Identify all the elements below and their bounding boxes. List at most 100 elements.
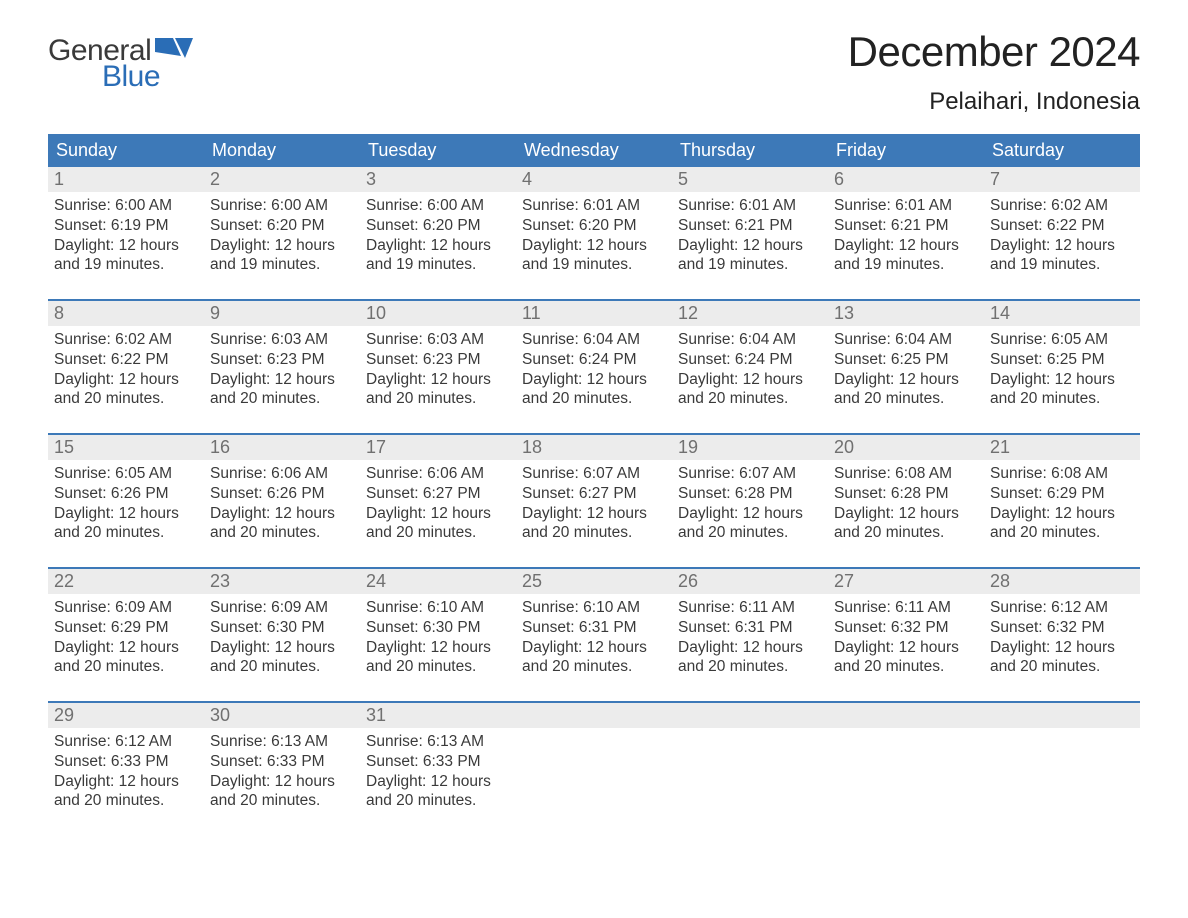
day-details: Sunrise: 6:09 AMSunset: 6:29 PMDaylight:… [48,594,204,681]
day-d1: Daylight: 12 hours [678,638,822,658]
day-d2: and 20 minutes. [990,389,1134,409]
weeks-container: 1Sunrise: 6:00 AMSunset: 6:19 PMDaylight… [48,167,1140,823]
calendar-day: 12 Sunrise: 6:04 AMSunset: 6:24 PMDayligh… [672,301,828,421]
day-sunrise: Sunrise: 6:07 AM [678,464,822,484]
day-d1: Daylight: 12 hours [678,236,822,256]
day-d1: Daylight: 12 hours [522,638,666,658]
day-sunrise: Sunrise: 6:01 AM [834,196,978,216]
calendar-week: 15Sunrise: 6:05 AMSunset: 6:26 PMDayligh… [48,433,1140,555]
day-details: Sunrise: 6:09 AMSunset: 6:30 PMDaylight:… [204,594,360,681]
weekday-col: Wednesday [516,134,672,167]
day-number: 15 [48,435,204,460]
day-sunrise: Sunrise: 6:03 AM [366,330,510,350]
day-d1: Daylight: 12 hours [366,504,510,524]
day-d2: and 20 minutes. [678,657,822,677]
page-title: December 2024 [848,28,1140,76]
day-d2: and 20 minutes. [834,657,978,677]
calendar-day: 11Sunrise: 6:04 AMSunset: 6:24 PMDayligh… [516,301,672,421]
calendar-day: 8Sunrise: 6:02 AMSunset: 6:22 PMDaylight… [48,301,204,421]
day-sunset: Sunset: 6:26 PM [210,484,354,504]
day-d1: Daylight: 12 hours [522,236,666,256]
day-number: 13 [828,301,984,326]
day-d1: Daylight: 12 hours [366,772,510,792]
day-number: 17 [360,435,516,460]
day-details: Sunrise: 6:13 AMSunset: 6:33 PMDaylight:… [204,728,360,815]
day-d2: and 19 minutes. [834,255,978,275]
day-d2: and 20 minutes. [366,657,510,677]
calendar-day: 30Sunrise: 6:13 AMSunset: 6:33 PMDayligh… [204,703,360,823]
day-details: Sunrise: 6:05 AMSunset: 6:26 PMDaylight:… [48,460,204,547]
day-d1: Daylight: 12 hours [678,370,822,390]
calendar-day: 28Sunrise: 6:12 AMSunset: 6:32 PMDayligh… [984,569,1140,689]
calendar-day: 25Sunrise: 6:10 AMSunset: 6:31 PMDayligh… [516,569,672,689]
day-sunset: Sunset: 6:20 PM [366,216,510,236]
day-details: Sunrise: 6:00 AMSunset: 6:20 PMDaylight:… [204,192,360,279]
day-d2: and 20 minutes. [210,389,354,409]
day-d2: and 19 minutes. [210,255,354,275]
day-sunrise: Sunrise: 6:08 AM [990,464,1134,484]
calendar-day: 29Sunrise: 6:12 AMSunset: 6:33 PMDayligh… [48,703,204,823]
day-d1: Daylight: 12 hours [366,236,510,256]
day-sunset: Sunset: 6:26 PM [54,484,198,504]
calendar-day: 1Sunrise: 6:00 AMSunset: 6:19 PMDaylight… [48,167,204,287]
day-d2: and 19 minutes. [990,255,1134,275]
calendar-day: 14Sunrise: 6:05 AMSunset: 6:25 PMDayligh… [984,301,1140,421]
calendar-day: 16Sunrise: 6:06 AMSunset: 6:26 PMDayligh… [204,435,360,555]
day-d2: and 20 minutes. [678,389,822,409]
weekday-col: Sunday [48,134,204,167]
calendar-day: 31Sunrise: 6:13 AMSunset: 6:33 PMDayligh… [360,703,516,823]
day-sunset: Sunset: 6:24 PM [678,350,822,370]
day-sunset: Sunset: 6:27 PM [522,484,666,504]
day-d1: Daylight: 12 hours [210,236,354,256]
calendar-day [828,703,984,823]
day-sunrise: Sunrise: 6:04 AM [678,330,822,350]
day-sunset: Sunset: 6:28 PM [834,484,978,504]
day-sunrise: Sunrise: 6:09 AM [210,598,354,618]
day-sunset: Sunset: 6:21 PM [678,216,822,236]
day-number [984,703,1140,728]
calendar-day: 23Sunrise: 6:09 AMSunset: 6:30 PMDayligh… [204,569,360,689]
calendar-week: 29Sunrise: 6:12 AMSunset: 6:33 PMDayligh… [48,701,1140,823]
day-d1: Daylight: 12 hours [54,236,198,256]
calendar-week: 22Sunrise: 6:09 AMSunset: 6:29 PMDayligh… [48,567,1140,689]
day-d1: Daylight: 12 hours [210,370,354,390]
day-details: Sunrise: 6:01 AMSunset: 6:21 PMDaylight:… [828,192,984,279]
calendar: Sunday Monday Tuesday Wednesday Thursday… [48,134,1140,823]
day-d2: and 20 minutes. [366,523,510,543]
day-number: 19 [672,435,828,460]
day-details: Sunrise: 6:10 AMSunset: 6:30 PMDaylight:… [360,594,516,681]
day-d1: Daylight: 12 hours [678,504,822,524]
day-sunrise: Sunrise: 6:03 AM [210,330,354,350]
day-details: Sunrise: 6:04 AMSunset: 6:24 PMDaylight:… [516,326,672,413]
day-sunset: Sunset: 6:20 PM [210,216,354,236]
day-sunset: Sunset: 6:33 PM [54,752,198,772]
day-number: 18 [516,435,672,460]
day-sunrise: Sunrise: 6:07 AM [522,464,666,484]
day-details: Sunrise: 6:11 AMSunset: 6:31 PMDaylight:… [672,594,828,681]
day-number: 1 [48,167,204,192]
day-d1: Daylight: 12 hours [522,370,666,390]
day-sunset: Sunset: 6:32 PM [990,618,1134,638]
calendar-day: 13Sunrise: 6:04 AMSunset: 6:25 PMDayligh… [828,301,984,421]
day-d2: and 20 minutes. [210,523,354,543]
day-d2: and 20 minutes. [54,791,198,811]
day-sunset: Sunset: 6:23 PM [210,350,354,370]
calendar-day: 17Sunrise: 6:06 AMSunset: 6:27 PMDayligh… [360,435,516,555]
calendar-day: 2Sunrise: 6:00 AMSunset: 6:20 PMDaylight… [204,167,360,287]
day-sunrise: Sunrise: 6:01 AM [678,196,822,216]
day-d1: Daylight: 12 hours [54,638,198,658]
day-number: 12 [672,301,828,326]
day-sunrise: Sunrise: 6:06 AM [366,464,510,484]
day-sunset: Sunset: 6:32 PM [834,618,978,638]
day-details: Sunrise: 6:01 AMSunset: 6:21 PMDaylight:… [672,192,828,279]
calendar-day: 20Sunrise: 6:08 AMSunset: 6:28 PMDayligh… [828,435,984,555]
calendar-week: 1Sunrise: 6:00 AMSunset: 6:19 PMDaylight… [48,167,1140,287]
day-sunrise: Sunrise: 6:11 AM [678,598,822,618]
title-block: December 2024 Pelaihari, Indonesia [848,28,1140,116]
day-d2: and 20 minutes. [522,523,666,543]
day-sunset: Sunset: 6:19 PM [54,216,198,236]
day-sunset: Sunset: 6:28 PM [678,484,822,504]
day-details: Sunrise: 6:07 AMSunset: 6:28 PMDaylight:… [672,460,828,547]
calendar-day: 10Sunrise: 6:03 AMSunset: 6:23 PMDayligh… [360,301,516,421]
day-number: 23 [204,569,360,594]
